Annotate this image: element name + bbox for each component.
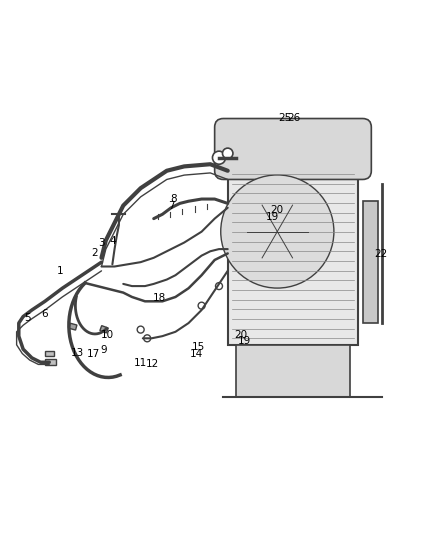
Bar [69,323,77,330]
Bar [228,162,358,345]
Text: 1: 1 [57,266,64,276]
Text: 7: 7 [168,201,174,212]
Bar [45,351,53,356]
Text: 10: 10 [101,330,114,340]
Text: 20: 20 [234,330,247,340]
Circle shape [137,326,144,333]
Text: 4: 4 [109,236,116,246]
Text: 25: 25 [279,112,292,123]
Text: 18: 18 [153,293,166,303]
Text: 26: 26 [287,112,300,123]
Circle shape [215,282,223,289]
Bar [228,162,358,345]
Text: 8: 8 [170,193,177,204]
Text: 9: 9 [101,345,107,355]
Bar [237,345,350,397]
Text: 19: 19 [238,336,251,346]
Text: 17: 17 [87,350,100,359]
Circle shape [198,302,205,309]
Text: 2: 2 [92,248,98,259]
Bar [363,201,378,323]
Text: 15: 15 [191,342,205,352]
Text: 12: 12 [146,359,159,369]
Text: 19: 19 [265,212,279,222]
Bar [45,359,56,365]
Text: 6: 6 [42,309,48,319]
Circle shape [221,175,334,288]
FancyBboxPatch shape [215,118,371,180]
Text: 14: 14 [190,350,203,359]
Circle shape [223,148,233,158]
Circle shape [144,335,151,342]
Bar [100,326,108,333]
Text: 20: 20 [270,205,283,215]
Text: 22: 22 [375,249,388,260]
Text: 13: 13 [71,348,84,358]
Text: 3: 3 [98,238,105,247]
Circle shape [212,151,226,164]
Text: 11: 11 [134,358,147,368]
Text: 5: 5 [24,313,31,323]
